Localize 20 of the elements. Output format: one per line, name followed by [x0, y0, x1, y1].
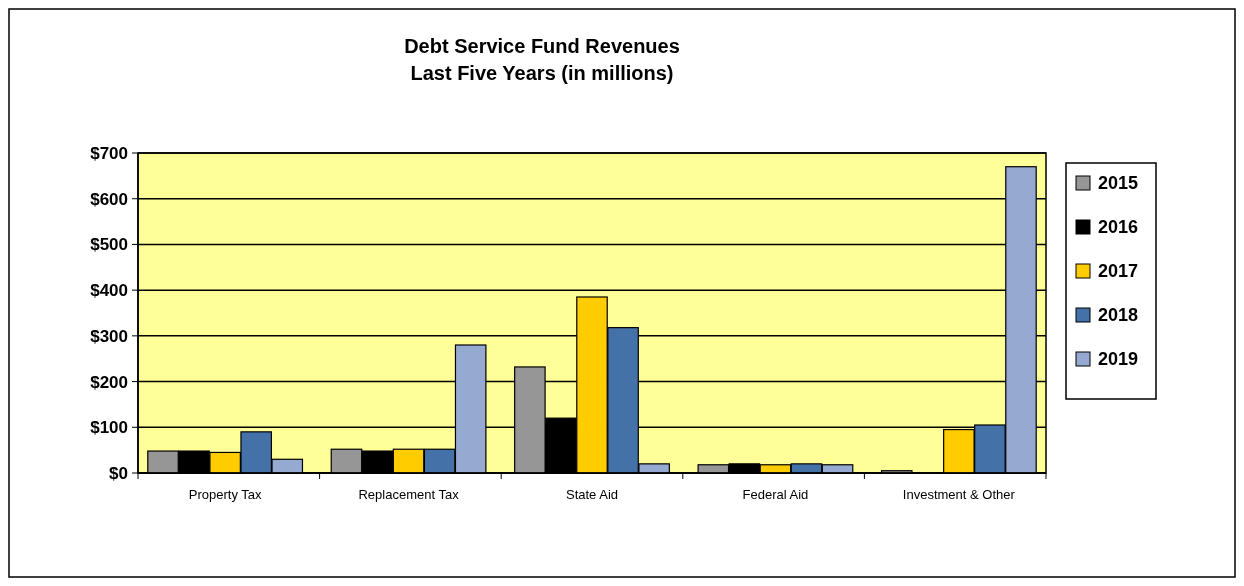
y-tick-label: $600 [90, 189, 128, 209]
legend-label: 2017 [1098, 261, 1139, 282]
x-tick-label: Federal Aid [742, 487, 809, 502]
x-tick-label: Investment & Other [902, 487, 1016, 502]
legend-label: 2019 [1098, 349, 1139, 370]
y-tick-label: $100 [90, 418, 128, 438]
y-tick-label: $200 [90, 372, 128, 392]
x-tick-label: Property Tax [188, 487, 262, 502]
chart-title: Debt Service Fund Revenues [404, 35, 680, 57]
y-tick-label: $500 [90, 235, 128, 255]
x-tick-label: State Aid [565, 487, 619, 502]
x-tick-label: Replacement Tax [358, 487, 460, 502]
legend-label: 2016 [1098, 217, 1139, 238]
legend-label: 2015 [1098, 173, 1139, 194]
chart-subtitle: Last Five Years (in millions) [410, 62, 674, 84]
legend-label: 2018 [1098, 305, 1139, 326]
y-tick-label: $700 [90, 143, 128, 163]
y-tick-label: $0 [109, 463, 128, 483]
y-tick-label: $300 [90, 326, 128, 346]
y-tick-label: $400 [90, 281, 128, 301]
